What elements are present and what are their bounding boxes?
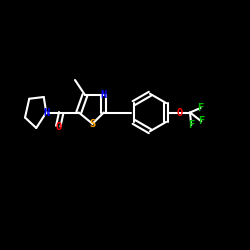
Text: F: F [188, 120, 194, 130]
Text: N: N [100, 90, 107, 100]
Text: O: O [55, 122, 61, 132]
Text: F: F [198, 103, 203, 113]
Text: F: F [198, 116, 204, 126]
Text: N: N [43, 108, 50, 118]
Text: O: O [177, 108, 183, 118]
Text: S: S [90, 119, 96, 129]
